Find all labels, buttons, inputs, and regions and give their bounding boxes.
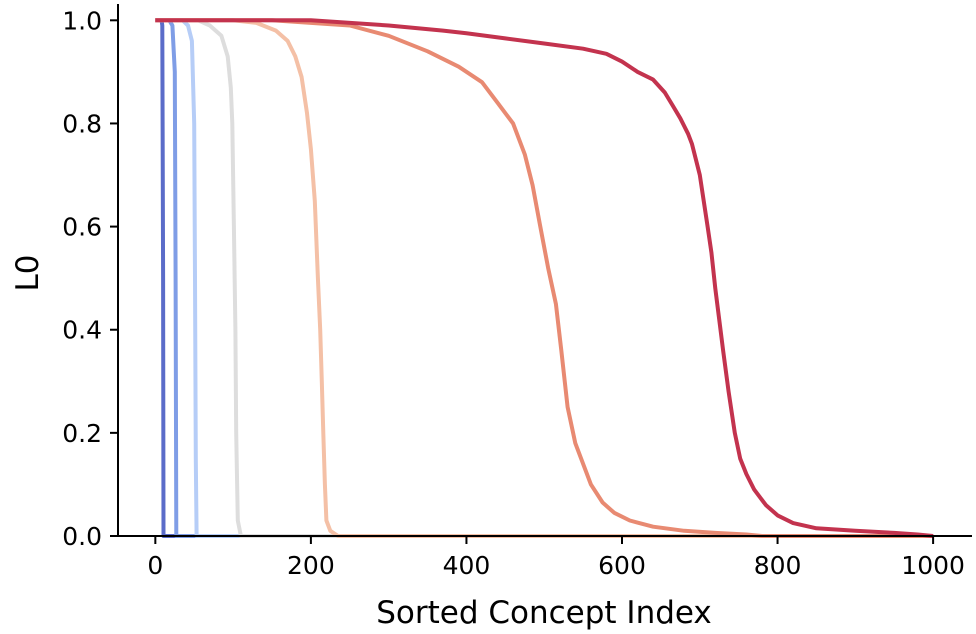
y-axis-ticks: 0.0 0.2 0.4 0.6 0.8 1.0 bbox=[62, 6, 118, 551]
y-tick-label: 0.8 bbox=[62, 109, 102, 138]
x-axis-ticks: 0 200 400 600 800 1000 bbox=[147, 536, 965, 580]
x-tick-label: 1000 bbox=[901, 551, 965, 580]
x-tick-label: 800 bbox=[754, 551, 802, 580]
x-tick-label: 0 bbox=[147, 551, 163, 580]
y-tick-label: 0.0 bbox=[62, 522, 102, 551]
y-axis-title: L0 bbox=[10, 255, 46, 292]
series-line-3 bbox=[155, 18, 934, 538]
series-line-1 bbox=[155, 18, 934, 538]
series-line-2 bbox=[155, 18, 934, 538]
x-tick-label: 400 bbox=[443, 551, 491, 580]
y-tick-label: 0.2 bbox=[62, 419, 102, 448]
y-tick-label: 0.6 bbox=[62, 213, 102, 242]
x-tick-label: 200 bbox=[287, 551, 335, 580]
x-tick-label: 600 bbox=[598, 551, 646, 580]
series-line-7 bbox=[155, 18, 934, 538]
series-line-6 bbox=[155, 18, 934, 538]
series-line-4 bbox=[155, 18, 934, 538]
plot-lines bbox=[155, 18, 934, 538]
y-tick-label: 0.4 bbox=[62, 316, 102, 345]
y-tick-label: 1.0 bbox=[62, 6, 102, 35]
series-line-5 bbox=[155, 18, 934, 538]
x-axis-title: Sorted Concept Index bbox=[376, 595, 712, 631]
